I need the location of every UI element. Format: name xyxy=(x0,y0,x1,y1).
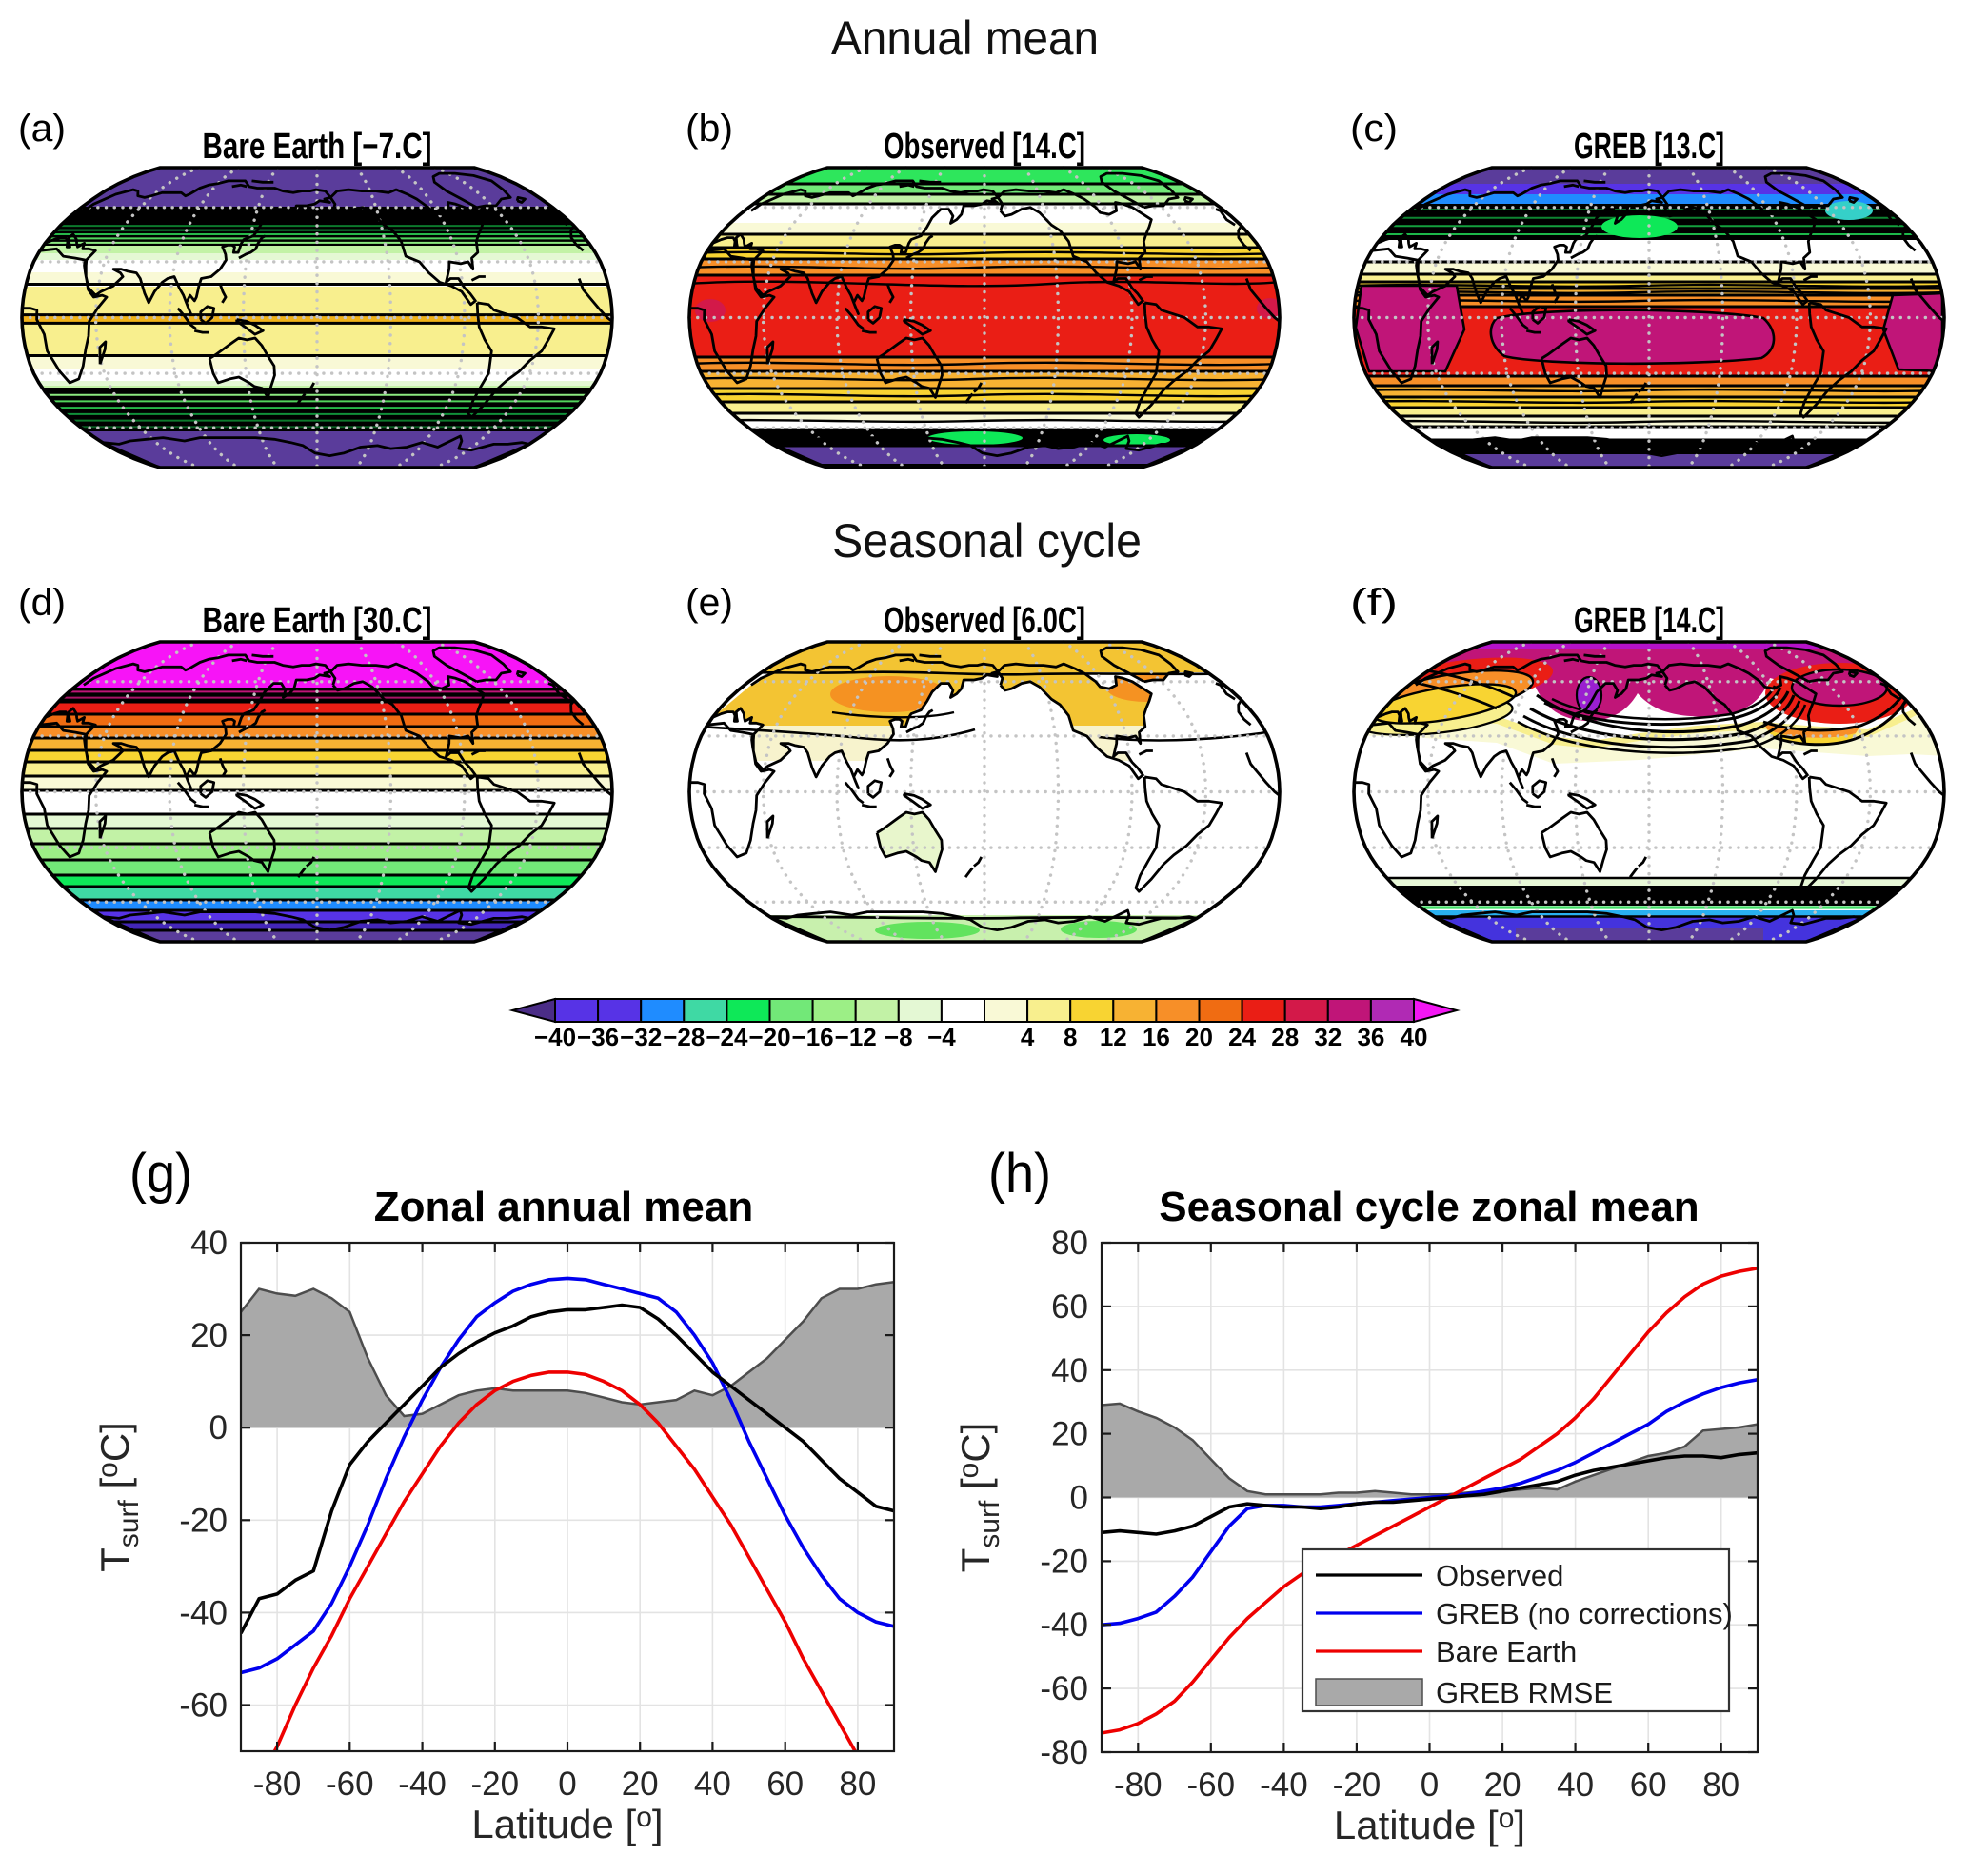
svg-text:20: 20 xyxy=(1051,1416,1088,1453)
svg-text:0: 0 xyxy=(558,1766,576,1803)
svg-text:Annual mean: Annual mean xyxy=(831,11,1099,65)
svg-text:12: 12 xyxy=(1100,1023,1127,1051)
svg-text:40: 40 xyxy=(1557,1766,1594,1804)
svg-text:16: 16 xyxy=(1143,1023,1170,1051)
svg-text:-80: -80 xyxy=(1114,1766,1163,1804)
svg-text:40: 40 xyxy=(1401,1023,1428,1051)
svg-text:−24: −24 xyxy=(706,1023,748,1051)
svg-text:-60: -60 xyxy=(1040,1670,1088,1707)
svg-text:40: 40 xyxy=(190,1225,228,1262)
svg-text:(d): (d) xyxy=(18,582,66,624)
svg-text:(g): (g) xyxy=(129,1143,192,1205)
svg-text:20: 20 xyxy=(622,1766,659,1803)
svg-text:20: 20 xyxy=(1185,1023,1213,1051)
svg-text:Bare Earth [30.C]: Bare Earth [30.C] xyxy=(203,601,432,641)
svg-text:-40: -40 xyxy=(179,1594,228,1631)
svg-text:Zonal annual mean: Zonal annual mean xyxy=(374,1184,754,1230)
svg-text:20: 20 xyxy=(190,1317,228,1354)
svg-text:60: 60 xyxy=(1630,1766,1667,1804)
svg-text:20: 20 xyxy=(1484,1766,1521,1804)
svg-text:32: 32 xyxy=(1314,1023,1342,1051)
svg-text:80: 80 xyxy=(839,1766,876,1803)
svg-text:Seasonal cycle: Seasonal cycle xyxy=(832,514,1142,568)
svg-text:60: 60 xyxy=(766,1766,804,1803)
svg-text:-60: -60 xyxy=(1187,1766,1236,1804)
svg-text:-20: -20 xyxy=(179,1502,228,1539)
svg-text:−32: −32 xyxy=(620,1023,662,1051)
svg-text:0: 0 xyxy=(1070,1480,1088,1517)
svg-text:80: 80 xyxy=(1051,1225,1088,1262)
svg-text:Latitude [o]: Latitude [o] xyxy=(1334,1803,1525,1847)
svg-text:(f): (f) xyxy=(1350,582,1398,624)
svg-text:40: 40 xyxy=(694,1766,731,1803)
svg-text:40: 40 xyxy=(1051,1352,1088,1389)
svg-text:(a): (a) xyxy=(18,108,66,150)
svg-text:-60: -60 xyxy=(326,1766,374,1803)
svg-text:−16: −16 xyxy=(792,1023,834,1051)
svg-text:−8: −8 xyxy=(885,1023,913,1051)
svg-text:(e): (e) xyxy=(686,582,733,624)
svg-text:GREB [14.C]: GREB [14.C] xyxy=(1574,601,1724,641)
svg-text:Bare Earth [−7.C]: Bare Earth [−7.C] xyxy=(203,127,432,167)
svg-text:-60: -60 xyxy=(179,1687,228,1725)
svg-text:-40: -40 xyxy=(1260,1766,1308,1804)
svg-text:24: 24 xyxy=(1228,1023,1256,1051)
svg-text:36: 36 xyxy=(1357,1023,1384,1051)
svg-text:-20: -20 xyxy=(471,1766,520,1803)
svg-text:GREB [13.C]: GREB [13.C] xyxy=(1574,127,1724,167)
svg-text:Latitude [o]: Latitude [o] xyxy=(471,1802,663,1846)
svg-text:0: 0 xyxy=(1421,1766,1439,1804)
svg-text:Observed [14.C]: Observed [14.C] xyxy=(884,127,1085,167)
svg-text:28: 28 xyxy=(1271,1023,1299,1051)
svg-text:(h): (h) xyxy=(988,1143,1051,1205)
svg-text:−4: −4 xyxy=(927,1023,956,1051)
svg-text:(b): (b) xyxy=(686,108,733,150)
svg-text:-20: -20 xyxy=(1333,1766,1382,1804)
svg-text:GREB RMSE: GREB RMSE xyxy=(1436,1676,1613,1709)
svg-text:80: 80 xyxy=(1702,1766,1739,1804)
svg-text:Seasonal cycle zonal mean: Seasonal cycle zonal mean xyxy=(1159,1184,1699,1230)
svg-text:Observed: Observed xyxy=(1436,1559,1563,1592)
svg-text:−40: −40 xyxy=(534,1023,576,1051)
svg-text:−28: −28 xyxy=(663,1023,705,1051)
svg-text:4: 4 xyxy=(1021,1023,1035,1051)
svg-text:-40: -40 xyxy=(1040,1607,1088,1644)
svg-text:−12: −12 xyxy=(835,1023,877,1051)
svg-text:−20: −20 xyxy=(748,1023,790,1051)
svg-text:Observed [6.0C]: Observed [6.0C] xyxy=(884,601,1085,641)
svg-text:-40: -40 xyxy=(398,1766,447,1803)
svg-text:−36: −36 xyxy=(577,1023,619,1051)
svg-text:Tsurf [oC]: Tsurf [oC] xyxy=(92,1422,145,1572)
svg-text:-80: -80 xyxy=(253,1766,302,1803)
svg-text:GREB (no corrections): GREB (no corrections) xyxy=(1436,1597,1733,1630)
svg-text:-20: -20 xyxy=(1040,1543,1088,1580)
svg-text:-80: -80 xyxy=(1040,1734,1088,1771)
svg-text:Tsurf [oC]: Tsurf [oC] xyxy=(953,1423,1005,1573)
svg-text:8: 8 xyxy=(1064,1023,1077,1051)
svg-text:60: 60 xyxy=(1051,1288,1088,1326)
svg-text:(c): (c) xyxy=(1350,108,1398,150)
svg-text:0: 0 xyxy=(209,1409,228,1447)
svg-text:Bare Earth: Bare Earth xyxy=(1436,1635,1577,1668)
